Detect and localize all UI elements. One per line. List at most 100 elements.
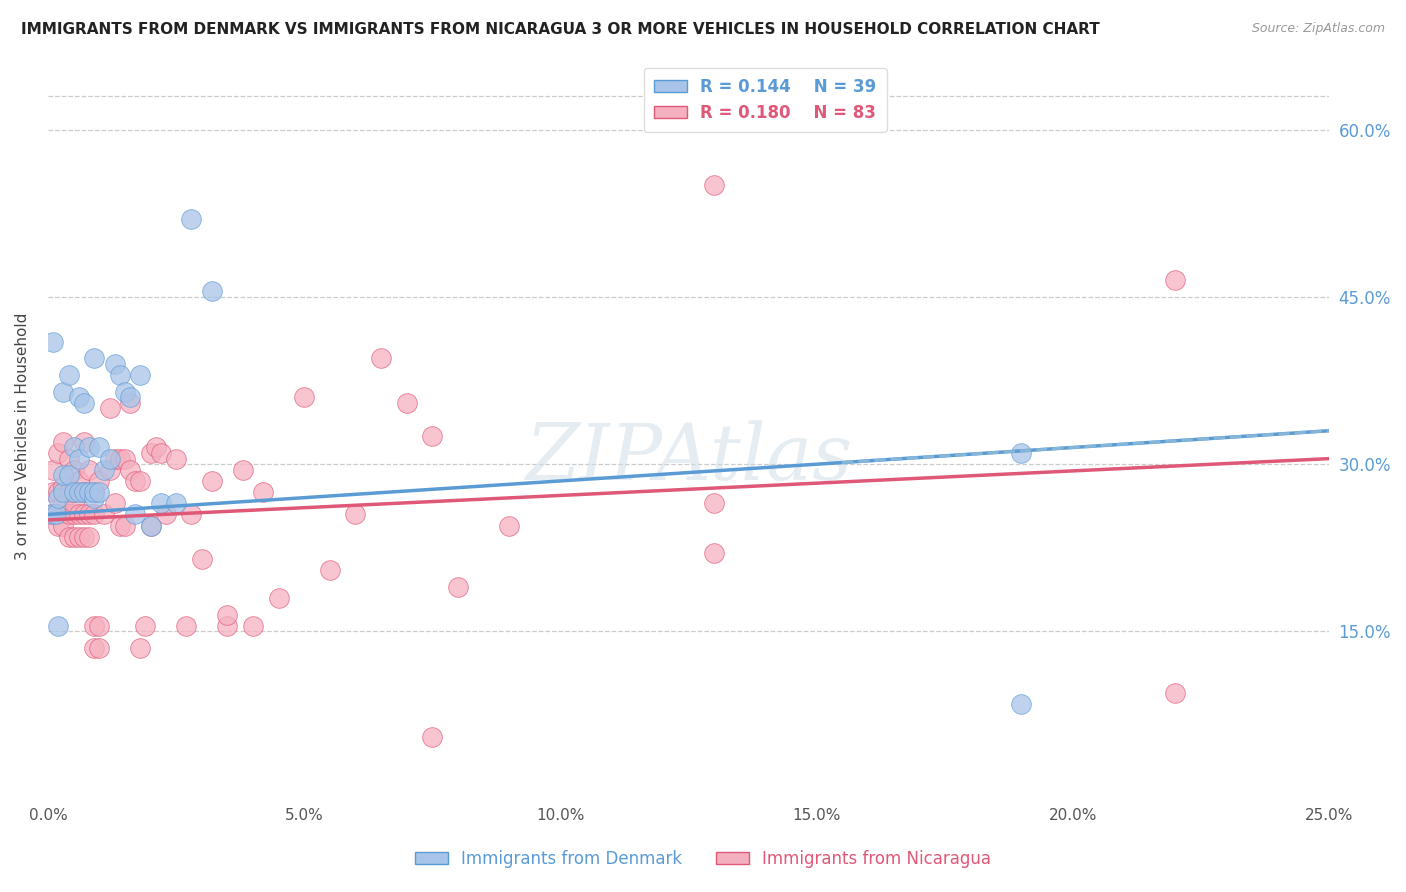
Point [1010,697,1032,711]
Point [46,446,69,460]
Point [58,508,80,522]
Point [114,451,136,466]
Point [67,485,90,500]
Point [42,334,65,349]
Point [52,518,75,533]
Text: ZIPAtlas: ZIPAtlas [524,420,852,496]
Point [124,508,146,522]
Point [42,463,65,477]
Point [118,463,141,477]
Point [93,463,115,477]
Point [232,463,254,477]
Point [62,485,84,500]
Point [77,441,100,455]
Legend: R = 0.144    N = 39, R = 0.180    N = 83: R = 0.144 N = 39, R = 0.180 N = 83 [644,68,887,132]
Point [73,485,96,500]
Point [344,508,367,522]
Point [319,563,342,577]
Point [42,508,65,522]
Point [118,396,141,410]
Point [62,485,84,500]
Point [447,580,470,594]
Point [420,429,443,443]
Point [58,468,80,483]
Point [41,508,63,522]
Point [252,485,274,500]
Point [52,479,75,493]
Point [498,518,520,533]
Point [62,496,84,510]
Point [149,446,172,460]
Point [73,530,96,544]
Point [42,485,65,500]
Point [58,485,80,500]
Point [58,451,80,466]
Point [155,508,177,522]
Point [83,491,105,505]
Point [83,485,105,500]
Point [77,508,100,522]
Point [52,485,75,500]
Point [83,641,105,656]
Point [62,508,84,522]
Point [217,619,239,633]
Point [89,485,111,500]
Point [108,518,131,533]
Point [139,518,162,533]
Point [52,468,75,483]
Point [114,384,136,399]
Point [46,485,69,500]
Point [73,434,96,449]
Point [267,591,290,605]
Point [420,731,443,745]
Point [242,619,264,633]
Point [98,451,121,466]
Point [165,496,187,510]
Point [45,508,67,522]
Point [52,434,75,449]
Point [46,491,69,505]
Point [52,384,75,399]
Point [73,508,96,522]
Point [176,619,198,633]
Point [89,474,111,488]
Text: IMMIGRANTS FROM DENMARK VS IMMIGRANTS FROM NICARAGUA 3 OR MORE VEHICLES IN HOUSE: IMMIGRANTS FROM DENMARK VS IMMIGRANTS FR… [21,22,1099,37]
Point [98,463,121,477]
Point [139,446,162,460]
Point [83,619,105,633]
Point [73,396,96,410]
Point [104,451,127,466]
Point [77,485,100,500]
Point [58,368,80,382]
Point [67,530,90,544]
Point [89,441,111,455]
Point [292,390,315,404]
Point [217,607,239,622]
Point [180,211,202,226]
Point [89,619,111,633]
Point [703,546,725,560]
Text: Source: ZipAtlas.com: Source: ZipAtlas.com [1251,22,1385,36]
Point [93,508,115,522]
Point [104,357,127,371]
Point [190,552,212,566]
Point [129,641,152,656]
Point [201,474,224,488]
Point [73,485,96,500]
Point [52,496,75,510]
Point [124,474,146,488]
Point [201,285,224,299]
Point [67,508,90,522]
Point [83,485,105,500]
Point [62,441,84,455]
Point [67,451,90,466]
Point [46,518,69,533]
Point [139,518,162,533]
Point [395,396,418,410]
Point [180,508,202,522]
Point [1164,686,1187,700]
Point [145,441,167,455]
Point [83,351,105,366]
Point [77,463,100,477]
Y-axis label: 3 or more Vehicles in Household: 3 or more Vehicles in Household [15,313,30,560]
